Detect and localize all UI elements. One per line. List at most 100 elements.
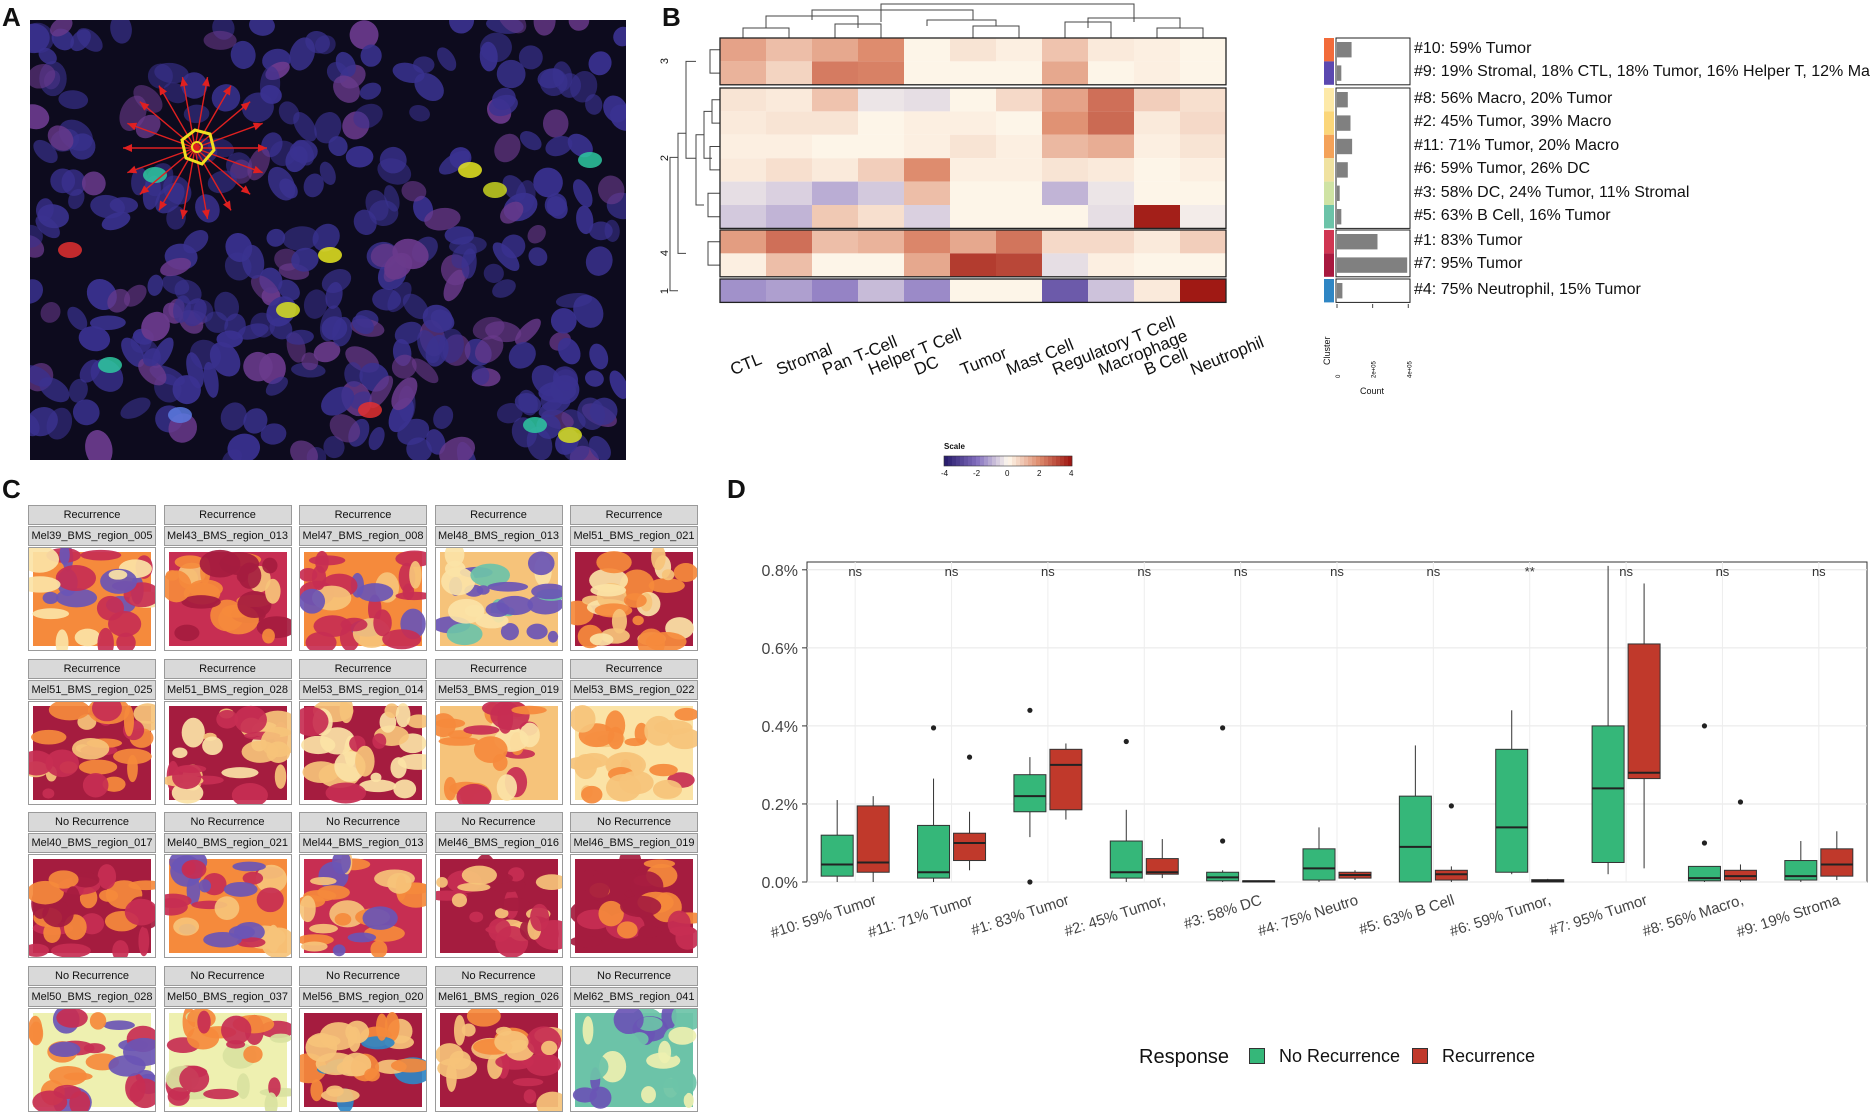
nucleus-mark <box>422 304 453 333</box>
radius-arrowhead <box>127 122 138 131</box>
tile-region-blob <box>500 623 519 641</box>
tile-region-blob <box>127 754 138 782</box>
radius-arrow <box>194 147 251 195</box>
nucleus-mark <box>154 62 189 84</box>
tile-region-blob <box>340 617 368 632</box>
tile-region-blob <box>55 565 97 591</box>
tile-region-blob <box>395 702 411 727</box>
nucleus-mark <box>243 351 273 382</box>
radius-arrow <box>194 147 263 174</box>
tile-region-blob <box>42 591 59 604</box>
tile-region-blob <box>29 548 60 573</box>
tile-region-blob <box>661 569 675 581</box>
heatmap-cell <box>1180 134 1226 159</box>
tile-region-blob <box>638 925 662 938</box>
tile-region-blob <box>182 860 196 876</box>
spatial-tile <box>434 700 563 805</box>
nucleus-mark <box>438 328 464 363</box>
heatmap-row-label: #7: 95% Tumor <box>1414 255 1523 273</box>
nucleus-mark <box>325 282 343 309</box>
heatmap-row-label: #6: 59% Tumor, 26% DC <box>1414 160 1591 178</box>
marker-spot <box>458 162 482 178</box>
tile-region-blob <box>512 1077 543 1086</box>
nucleus-mark <box>333 75 360 103</box>
nucleus-mark <box>314 112 342 144</box>
nucleus-mark <box>69 133 96 160</box>
nucleus-mark <box>588 435 611 461</box>
scale-gradient-step <box>1048 456 1053 466</box>
tile-region-blob <box>97 864 117 890</box>
tile-region-blob <box>91 701 122 721</box>
heatmap-cell <box>1134 279 1180 303</box>
radius-arrow <box>158 85 196 149</box>
nucleus-mark <box>479 41 498 72</box>
spatial-tile-canvas <box>29 1008 155 1111</box>
nucleus-mark <box>260 423 287 445</box>
tile-region-blob <box>220 1015 251 1044</box>
radius-arrow <box>194 76 209 149</box>
nucleus-mark <box>121 337 145 368</box>
tile-region-blob <box>611 608 628 634</box>
heatmap-cell <box>996 158 1042 182</box>
scale-gradient-step <box>992 456 997 466</box>
heatmap-cell <box>812 253 858 277</box>
tile-region-blob <box>108 569 128 580</box>
nucleus-mark <box>40 302 61 323</box>
x-tick-label: #6: 59% Tumor, <box>1448 892 1553 941</box>
nucleus-mark <box>303 173 324 198</box>
scale-tick-label: 2 <box>1037 469 1042 478</box>
x-tick-label: #1: 83% Tumor <box>969 892 1071 940</box>
tile-region-blob <box>215 709 238 729</box>
nucleus-mark <box>372 288 402 311</box>
nucleus-mark <box>492 87 516 110</box>
tile-sample-strip: Mel46_BMS_region_019 <box>570 833 698 853</box>
nucleus-mark <box>39 377 70 403</box>
tile-region-blob <box>164 570 192 603</box>
nucleus-mark <box>557 337 581 365</box>
heatmap-cell <box>1042 38 1088 62</box>
nucleus-mark <box>360 44 382 67</box>
heatmap-cell <box>904 158 950 182</box>
heatmap-cell <box>1180 61 1226 85</box>
y-tick-label: 0.0% <box>762 875 798 892</box>
radius-arrowhead <box>258 144 267 152</box>
nucleus-mark <box>286 329 314 345</box>
heatmap-cell <box>1134 253 1180 277</box>
nucleus-mark <box>402 293 429 320</box>
spatial-tile <box>570 700 698 805</box>
count-axis-tick-label: 0 <box>1336 374 1342 378</box>
tile-region-blob <box>496 773 517 801</box>
spatial-tile <box>434 547 563 651</box>
tile-region-blob <box>133 702 155 724</box>
heatmap-cell <box>812 88 858 112</box>
heatmap-cell <box>950 88 996 112</box>
heatmap-cell <box>812 61 858 85</box>
nucleus-mark <box>220 402 247 431</box>
tile-region-blob <box>623 593 647 608</box>
nucleus-mark <box>500 201 524 224</box>
heatmap-cell <box>1134 181 1180 205</box>
tile-region-blob <box>494 908 508 919</box>
heatmap-cell <box>1134 61 1180 85</box>
heatmap-cell <box>904 134 950 159</box>
cluster-group-number: 3 <box>659 58 672 65</box>
nucleus-mark <box>433 405 454 430</box>
heatmap-cell <box>1042 253 1088 277</box>
heatmap-cell <box>996 181 1042 205</box>
scale-gradient-step <box>1028 456 1033 466</box>
nucleus-mark <box>545 135 573 157</box>
microscopy-image <box>17 6 639 479</box>
nucleus-mark <box>163 175 192 205</box>
tile-region-blob <box>332 855 351 875</box>
panel-b-label: B <box>662 2 681 32</box>
tile-region-blob <box>59 548 70 566</box>
tile-region-blob <box>461 865 497 885</box>
nucleus-mark <box>230 40 256 69</box>
row-dendrogram-branch <box>703 110 712 159</box>
nucleus-mark <box>528 247 548 266</box>
heatmap-cell <box>996 111 1042 135</box>
spatial-tile-canvas <box>435 548 562 650</box>
spatial-tile <box>163 1007 292 1112</box>
scale-gradient-step <box>1040 456 1045 466</box>
nucleus-mark <box>58 90 89 110</box>
